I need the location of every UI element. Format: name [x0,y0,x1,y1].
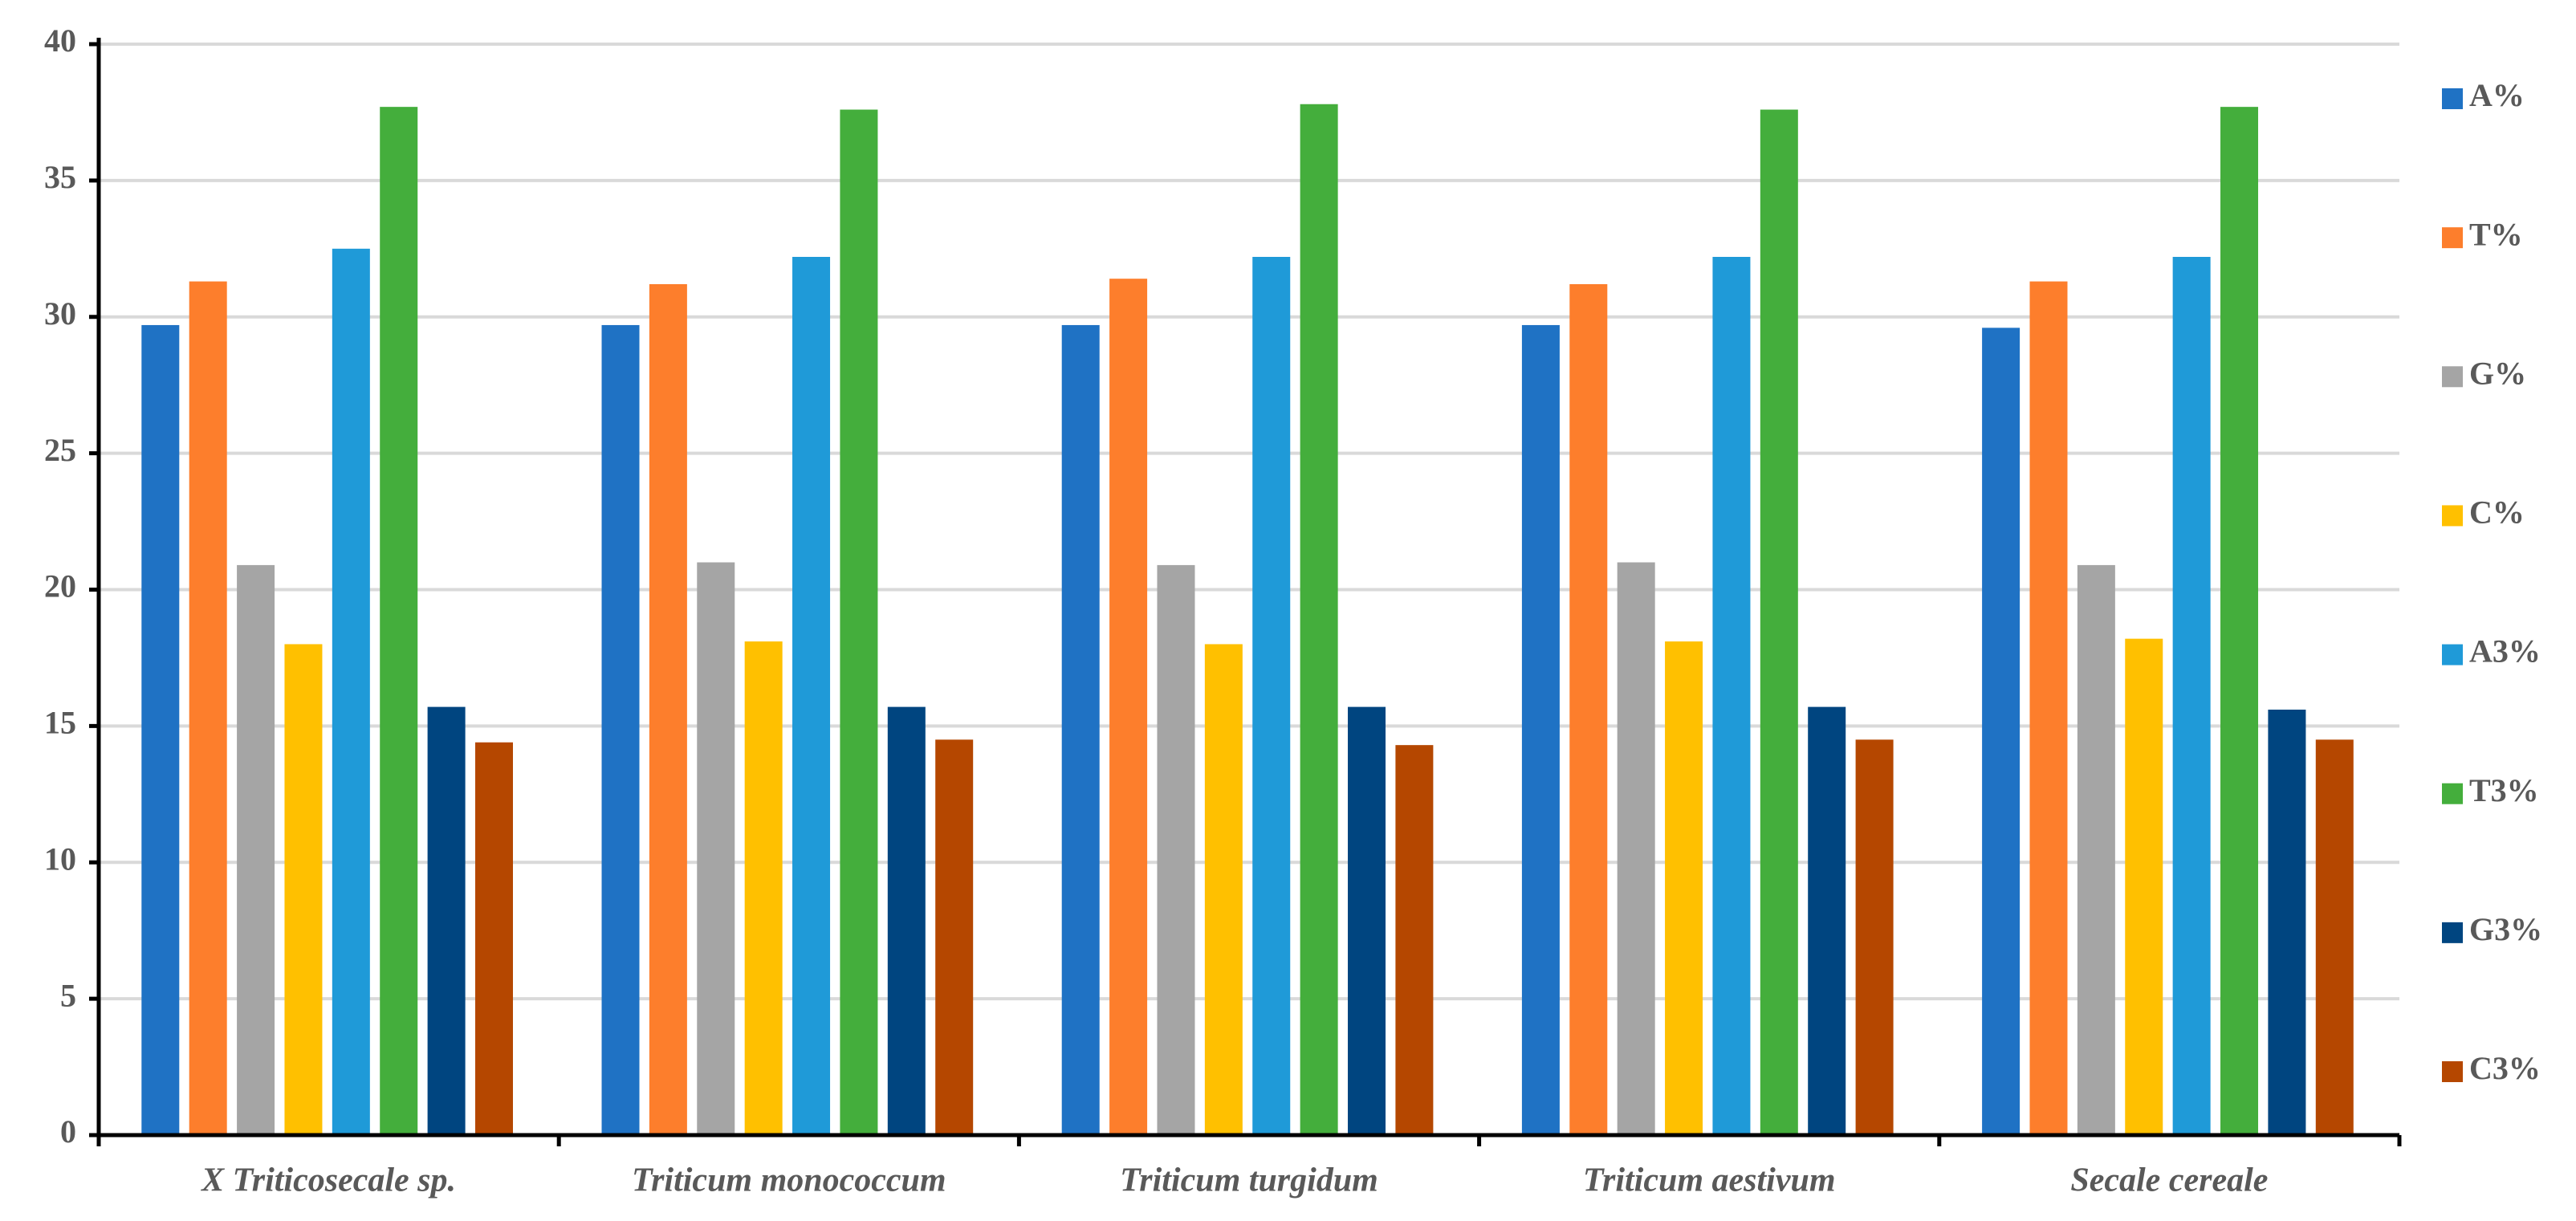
bar [601,324,640,1135]
bar [1665,641,1703,1135]
bar [237,564,275,1135]
bar [284,644,323,1135]
x-tick-label: Triticum turgidum [1120,1162,1378,1199]
bar [1521,324,1560,1135]
y-tick-label: 5 [60,977,76,1013]
bar [1061,324,1100,1135]
bar [1300,104,1338,1135]
bar [792,257,831,1135]
bar [2172,257,2211,1135]
bar [474,742,513,1135]
y-tick-label: 40 [44,22,76,59]
legend-swatch [2442,783,2463,804]
legend-label: A% [2469,77,2525,113]
legend-swatch [2442,1061,2463,1082]
legend-label: T3% [2469,772,2539,808]
bar [1855,739,1894,1135]
bar [1712,257,1751,1135]
bar [189,281,227,1135]
bar [1157,564,1195,1135]
legend-label: T% [2469,216,2523,252]
bar [840,109,878,1135]
bar [1982,328,2021,1136]
legend-label: C% [2469,495,2525,531]
bar [2220,107,2259,1136]
bar [1348,706,1386,1135]
legend-label: G3% [2469,911,2542,947]
bar [2315,739,2354,1135]
y-tick-label: 30 [44,295,76,332]
bar [1760,109,1798,1135]
x-tick-label: Triticum monococcum [632,1162,946,1199]
bar [744,641,783,1135]
x-tick-label: Secale cereale [2070,1162,2268,1199]
bar [2125,638,2163,1135]
legend-label: G% [2469,355,2526,391]
legend-swatch [2442,644,2463,665]
bar [1252,257,1291,1135]
bar [380,107,418,1136]
legend-swatch [2442,88,2463,109]
x-tick-label: X Triticosecale sp. [200,1162,456,1199]
legend-label: A3% [2469,633,2541,670]
legend-swatch [2442,922,2463,943]
bar [1569,283,1608,1136]
legend-swatch [2442,366,2463,388]
bar [1808,706,1846,1135]
y-tick-label: 35 [44,159,76,195]
bar [2077,564,2115,1135]
bar [649,283,687,1136]
bar [1395,745,1434,1135]
bar [332,248,370,1135]
bar [2268,709,2306,1135]
bar [697,562,735,1135]
x-tick-label: Triticum aestivum [1583,1162,1836,1199]
bar [887,706,926,1135]
bar [935,739,974,1135]
y-tick-label: 25 [44,432,76,468]
y-tick-label: 10 [44,840,76,877]
bar [141,324,180,1135]
y-tick-label: 20 [44,568,76,604]
bar [1204,644,1243,1135]
bar [2029,281,2068,1135]
y-tick-label: 0 [60,1113,76,1150]
bar [427,706,466,1135]
bar [1617,562,1655,1135]
legend-swatch [2442,505,2463,527]
legend-swatch [2442,227,2463,249]
legend-label: C3% [2469,1050,2541,1086]
y-tick-label: 15 [44,705,76,741]
bar [1109,279,1148,1135]
